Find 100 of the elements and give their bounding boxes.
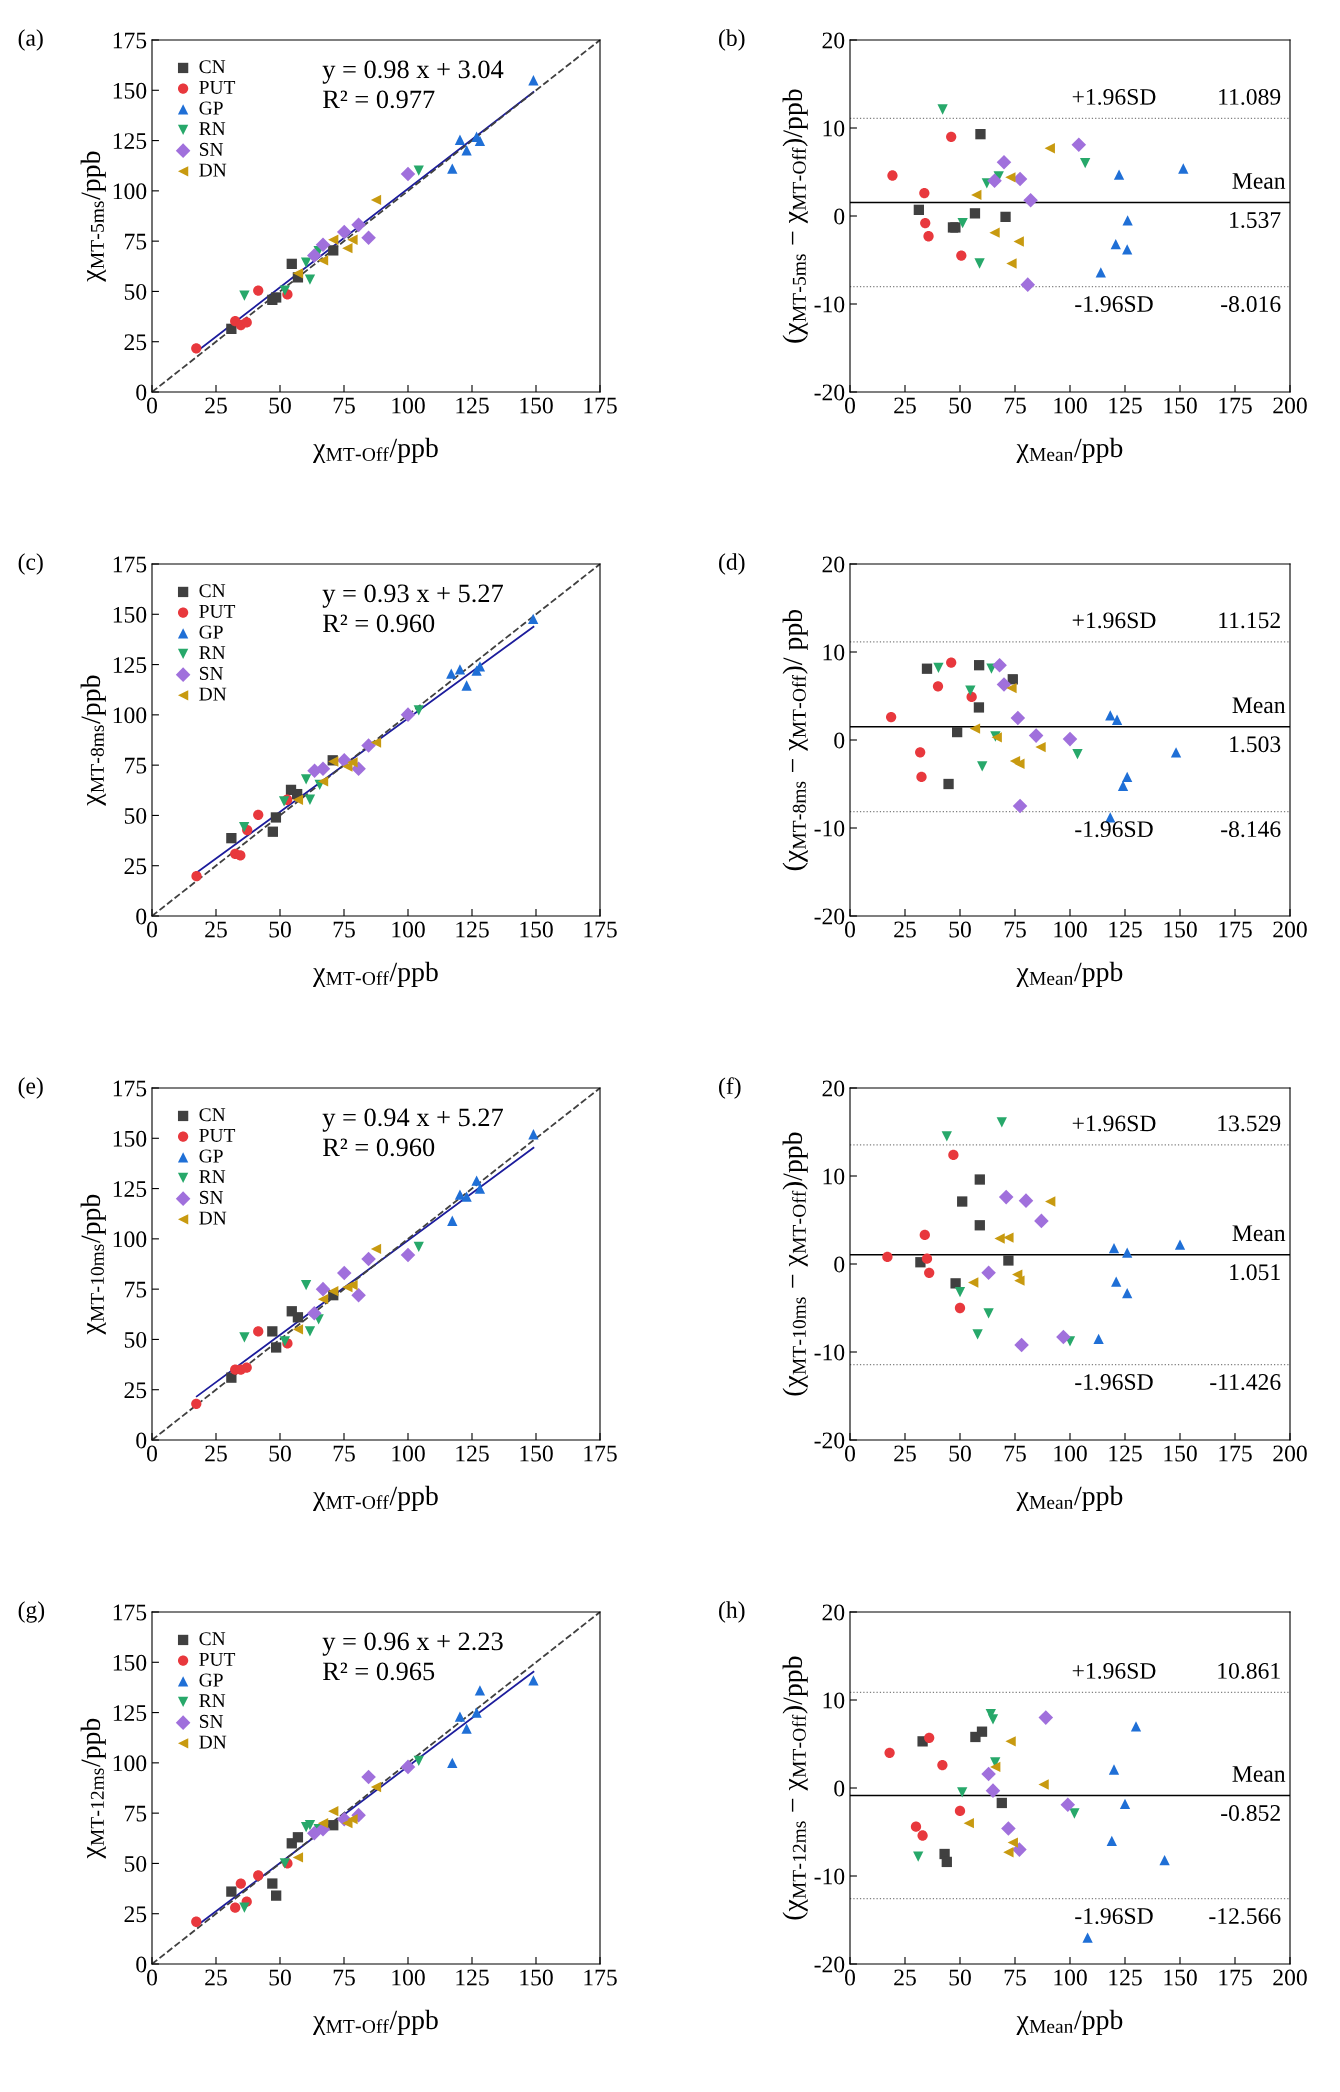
x-tick-label: 200 — [1273, 1445, 1307, 1462]
point — [954, 1287, 966, 1298]
point — [973, 660, 985, 671]
ref-line-label: Mean 1.503 — [1230, 697, 1286, 753]
point — [235, 850, 246, 861]
text: +1.96SD 11.089 — [1072, 88, 1281, 105]
legend-label: RN — [199, 1170, 226, 1184]
point — [963, 1818, 974, 1829]
point — [981, 1265, 996, 1281]
y-tick-label: 0 — [834, 208, 845, 225]
point — [910, 1821, 922, 1832]
point — [1069, 1808, 1080, 1819]
x-tick-label: 150 — [520, 1969, 553, 1986]
point — [461, 1723, 472, 1734]
point — [446, 668, 457, 679]
y-tick-label: 0 — [834, 732, 845, 749]
point — [361, 230, 376, 246]
point — [951, 726, 963, 738]
y-tick-label: 100 — [113, 1231, 147, 1248]
point — [361, 738, 376, 753]
point — [996, 1117, 1007, 1128]
point — [1170, 747, 1182, 758]
annotation: y = 0.94 x + 5.27 — [322, 1108, 503, 1132]
annotation: R² = 0.960 — [323, 614, 435, 633]
point — [941, 1131, 952, 1142]
point — [370, 1781, 382, 1793]
x-tick-label: 175 — [1219, 921, 1252, 938]
y-tick-label: 0 — [834, 1256, 845, 1273]
point — [292, 1324, 304, 1335]
point — [974, 1174, 985, 1185]
point — [1034, 1213, 1049, 1229]
x-tick-label: 150 — [1164, 397, 1197, 414]
y-tick-label: 125 — [113, 1705, 147, 1721]
point — [528, 1129, 539, 1140]
x-axis-title: χ$_{MT-Off}$/ppb — [313, 2009, 438, 2035]
point — [1093, 1333, 1104, 1344]
point — [969, 208, 981, 219]
point — [1178, 163, 1189, 174]
point — [361, 1251, 376, 1267]
point — [1005, 172, 1016, 183]
point — [461, 680, 472, 691]
point — [1003, 1847, 1014, 1858]
point — [923, 231, 934, 242]
point — [347, 757, 358, 768]
point — [992, 657, 1007, 673]
legend-label: SN — [199, 1190, 224, 1204]
point — [913, 1851, 924, 1862]
point — [271, 292, 282, 303]
point — [989, 227, 1000, 238]
point — [271, 1342, 282, 1353]
y-axis-title: (χ$_{MT-8ms}$ − χ$_{MT-Off}$)/ ppb — [782, 609, 808, 871]
x-tick-label: 125 — [1109, 397, 1142, 414]
point — [976, 1726, 988, 1737]
point — [328, 1286, 339, 1297]
point — [351, 1287, 366, 1303]
x-axis-title: χ$_{Mean}$/ppb — [1016, 437, 1123, 463]
point — [304, 1326, 316, 1337]
point — [1006, 258, 1017, 269]
legend-label: CN — [199, 584, 226, 598]
x-tick-label: 150 — [1164, 921, 1197, 938]
point — [1001, 1821, 1016, 1836]
y-tick-label: 125 — [113, 133, 147, 149]
point — [304, 794, 316, 805]
chart-title: (e) — [18, 1077, 43, 1099]
legend-label: PUT — [199, 604, 236, 618]
point — [920, 217, 931, 229]
x-tick-label: 75 — [1004, 1445, 1026, 1462]
x-tick-label: 25 — [205, 1969, 227, 1986]
x-tick-label: 125 — [456, 397, 489, 414]
x-axis-title: χ$_{MT-Off}$/ppb — [313, 961, 438, 987]
y-tick-label: 50 — [124, 1855, 147, 1872]
point — [1013, 236, 1024, 247]
legend-label: GP — [199, 625, 223, 639]
point — [950, 1278, 961, 1289]
x-tick-label: 150 — [1164, 1445, 1197, 1462]
point — [239, 1332, 250, 1343]
x-tick-label: 175 — [584, 1969, 617, 1986]
point — [975, 129, 986, 140]
point — [1006, 682, 1017, 694]
point — [1007, 1837, 1018, 1848]
text: +1.96SD 10.861 — [1072, 1662, 1280, 1679]
point — [1028, 728, 1044, 743]
point — [1111, 1276, 1122, 1287]
point — [267, 826, 278, 837]
x-tick-label: 150 — [520, 397, 553, 414]
point — [1044, 143, 1055, 154]
point — [267, 1878, 278, 1889]
chart-title: (f) — [719, 1077, 741, 1099]
point — [996, 1797, 1007, 1809]
point — [1122, 244, 1133, 255]
y-tick-label: 50 — [124, 283, 147, 300]
x-tick-label: 100 — [1054, 397, 1087, 414]
point — [957, 1196, 968, 1207]
point — [241, 317, 252, 328]
y-tick-label: 150 — [113, 1130, 147, 1147]
ref-line-label: Mean 1.537 — [1230, 173, 1286, 228]
point — [987, 1714, 999, 1725]
point — [972, 1329, 983, 1340]
y-tick-label: 10 — [823, 1692, 845, 1709]
point — [230, 1902, 241, 1913]
